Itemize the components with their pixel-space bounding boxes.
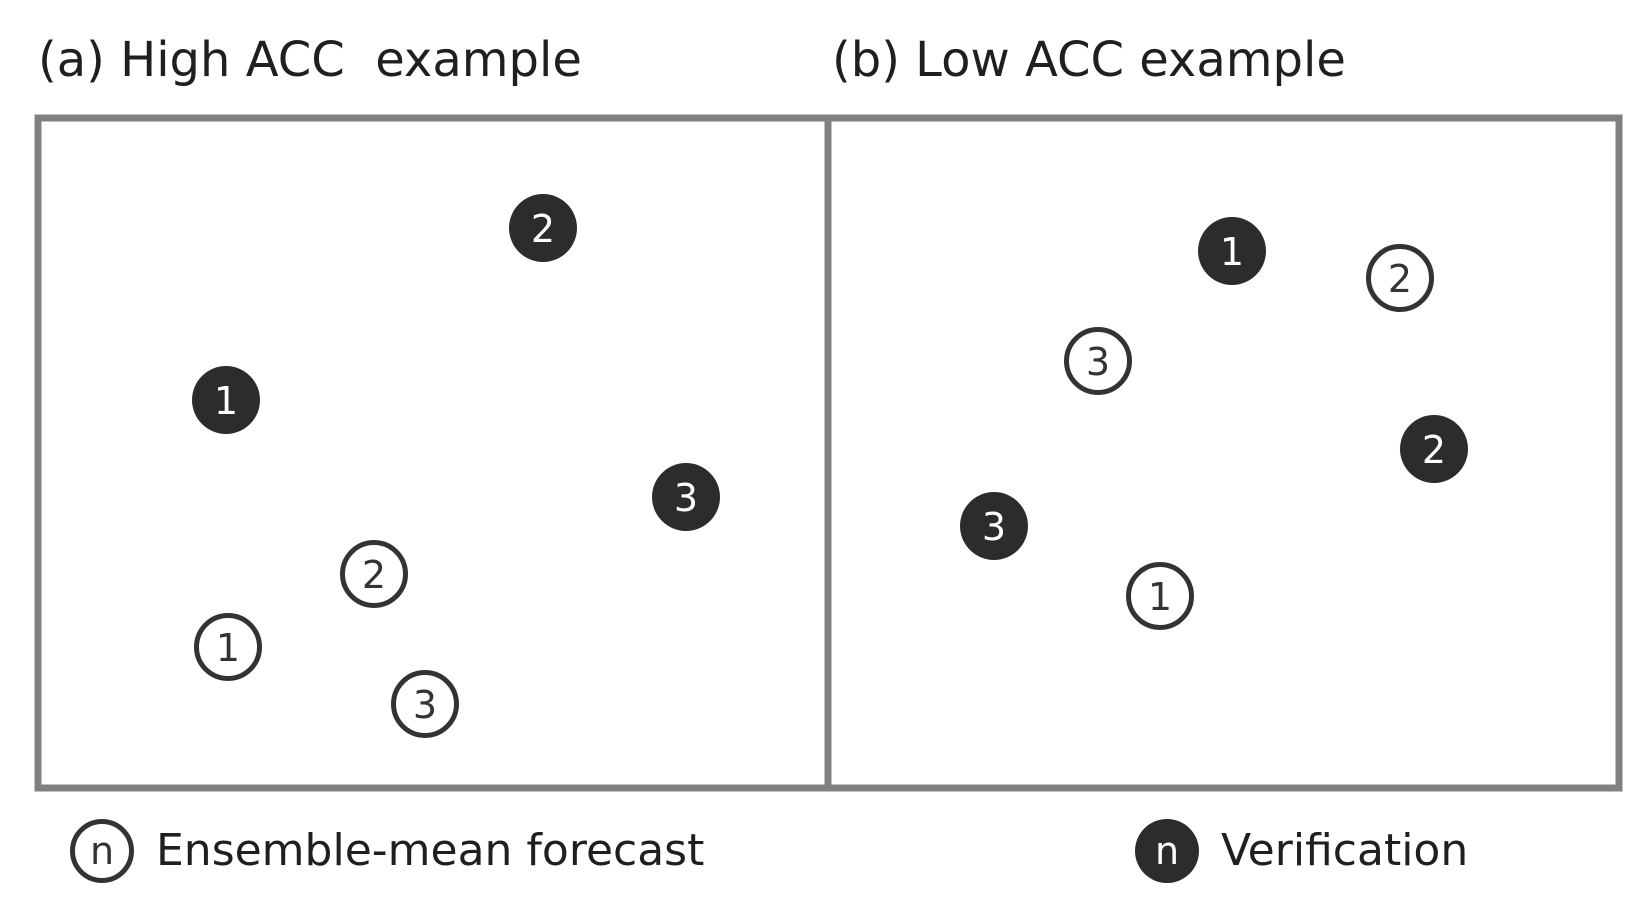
point-number-label: 1 [216, 626, 240, 670]
filled-circle-icon [192, 366, 260, 434]
open-circle-icon [340, 540, 408, 608]
panel-b-title: (b) Low ACC example [832, 32, 1346, 88]
verification-point-3: 3 [960, 492, 1028, 560]
open-circle-icon [1126, 562, 1194, 630]
forecast-point-2: 2 [340, 540, 408, 608]
filled-circle-icon [960, 492, 1028, 560]
filled-circle-icon: n [1135, 819, 1199, 883]
legend-forecast-label: Ensemble-mean forecast [156, 825, 705, 876]
filled-circle-icon [1400, 415, 1468, 483]
point-number-label: 3 [413, 683, 437, 727]
legend-verification: n Verification [1135, 818, 1468, 884]
open-circle-icon [1366, 244, 1434, 312]
forecast-point-2: 2 [1366, 244, 1434, 312]
forecast-point-3: 3 [391, 670, 459, 738]
verification-point-1: 1 [192, 366, 260, 434]
points-layer: 2 1 3 2 1 3 1 2 3 2 3 1 [192, 194, 1468, 738]
verification-point-2: 2 [509, 194, 577, 262]
point-number-label: 1 [214, 379, 238, 423]
open-circle-icon [391, 670, 459, 738]
point-number-label: 2 [1422, 428, 1446, 472]
legend-forecast: n Ensemble-mean forecast [70, 818, 704, 884]
filled-circle-icon [652, 463, 720, 531]
verification-point-2: 2 [1400, 415, 1468, 483]
point-number-label: 2 [1388, 257, 1412, 301]
verification-point-1: 1 [1198, 217, 1266, 285]
panel-a-title: (a) High ACC example [38, 32, 582, 88]
point-number-label: 3 [674, 476, 698, 520]
open-circle-icon [194, 613, 262, 681]
open-circle-icon: n [70, 819, 134, 883]
filled-circle-icon [509, 194, 577, 262]
legend-verification-label: Verification [1221, 825, 1469, 876]
point-number-label: 2 [531, 207, 555, 251]
filled-circle-icon [1198, 217, 1266, 285]
forecast-point-1: 1 [1126, 562, 1194, 630]
point-number-label: 1 [1220, 230, 1244, 274]
forecast-point-3: 3 [1064, 327, 1132, 395]
open-circle-icon [1064, 327, 1132, 395]
verification-point-3: 3 [652, 463, 720, 531]
point-number-label: 2 [362, 553, 386, 597]
point-number-label: 1 [1148, 575, 1172, 619]
forecast-point-1: 1 [194, 613, 262, 681]
point-number-label: 3 [982, 505, 1006, 549]
point-number-label: 3 [1086, 340, 1110, 384]
